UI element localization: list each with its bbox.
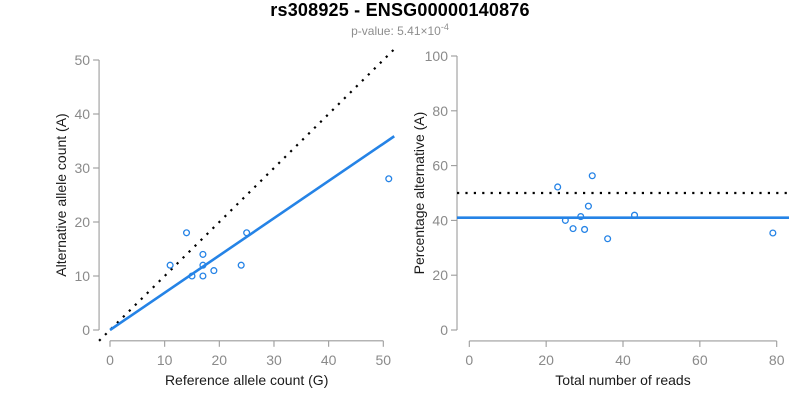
y-tick-label: 20 (74, 214, 90, 230)
y-tick-label: 100 (425, 48, 449, 64)
y-tick-label: 10 (74, 268, 90, 284)
data-point (577, 213, 585, 221)
y-tick-label: 0 (82, 322, 90, 338)
figure-subtitle: p-value: 5.41×10-4 (0, 21, 800, 38)
allelic-ratio-fit-line (109, 135, 395, 332)
allele-count-scatter-plot: 0 10 20 30 40 50 Reference allele count (G) 0 10… (53, 48, 396, 388)
y-tick-label: 50 (74, 52, 90, 68)
data-point (182, 229, 191, 237)
data-point (769, 229, 777, 237)
x-tick-label: 40 (615, 352, 631, 368)
pvalue-text: p-value: 5.41×10 (351, 24, 441, 38)
data-point (166, 261, 174, 269)
y-tick-label: 30 (74, 160, 90, 176)
x-tick-label: 30 (266, 352, 282, 368)
x-tick-label: 0 (106, 352, 114, 368)
data-point (243, 229, 251, 237)
x-tick-label: 10 (157, 352, 173, 368)
x-tick-label: 40 (321, 352, 337, 368)
data-point (554, 183, 562, 191)
y-tick-label: 20 (432, 267, 448, 283)
data-point (604, 235, 612, 243)
data-point (188, 272, 196, 280)
x-tick-label: 20 (212, 352, 228, 368)
figure-title: rs308925 - ENSG00000140876 (270, 0, 530, 20)
y-tick-label: 60 (432, 158, 448, 174)
y-tick-label: 80 (432, 103, 448, 119)
x-tick-label: 80 (769, 352, 785, 368)
percentage-scatter-plot: 0 20 40 60 80 Total number of reads 0 20 40 60 80 1… (411, 48, 789, 388)
x-tick-label: 60 (692, 352, 708, 368)
pvalue-exponent: -4 (440, 22, 449, 32)
data-point (584, 202, 592, 210)
x-tick-label: 50 (376, 352, 392, 368)
data-point (588, 172, 596, 180)
data-point (569, 225, 577, 233)
x-tick-label: 20 (538, 352, 554, 368)
data-point (630, 211, 639, 219)
identity-line (98, 48, 396, 342)
y-axis-title: Percentage alternative (A) (411, 112, 427, 275)
y-tick-label: 40 (74, 106, 90, 122)
data-point (237, 261, 245, 269)
x-axis-title: Total number of reads (555, 372, 690, 388)
data-point (581, 225, 589, 233)
data-point (199, 250, 207, 258)
data-point (199, 272, 207, 280)
data-point (385, 175, 393, 183)
x-tick-label: 0 (465, 352, 473, 368)
x-axis-title: Reference allele count (G) (165, 372, 328, 388)
data-point (210, 267, 218, 275)
y-tick-label: 0 (440, 322, 448, 338)
y-tick-label: 40 (432, 212, 448, 228)
figure-header: rs308925 - ENSG00000140876 p-value: 5.41… (0, 1, 800, 38)
y-axis-title: Alternative allele count (A) (53, 113, 69, 276)
data-point (199, 261, 207, 269)
data-point (561, 216, 569, 224)
